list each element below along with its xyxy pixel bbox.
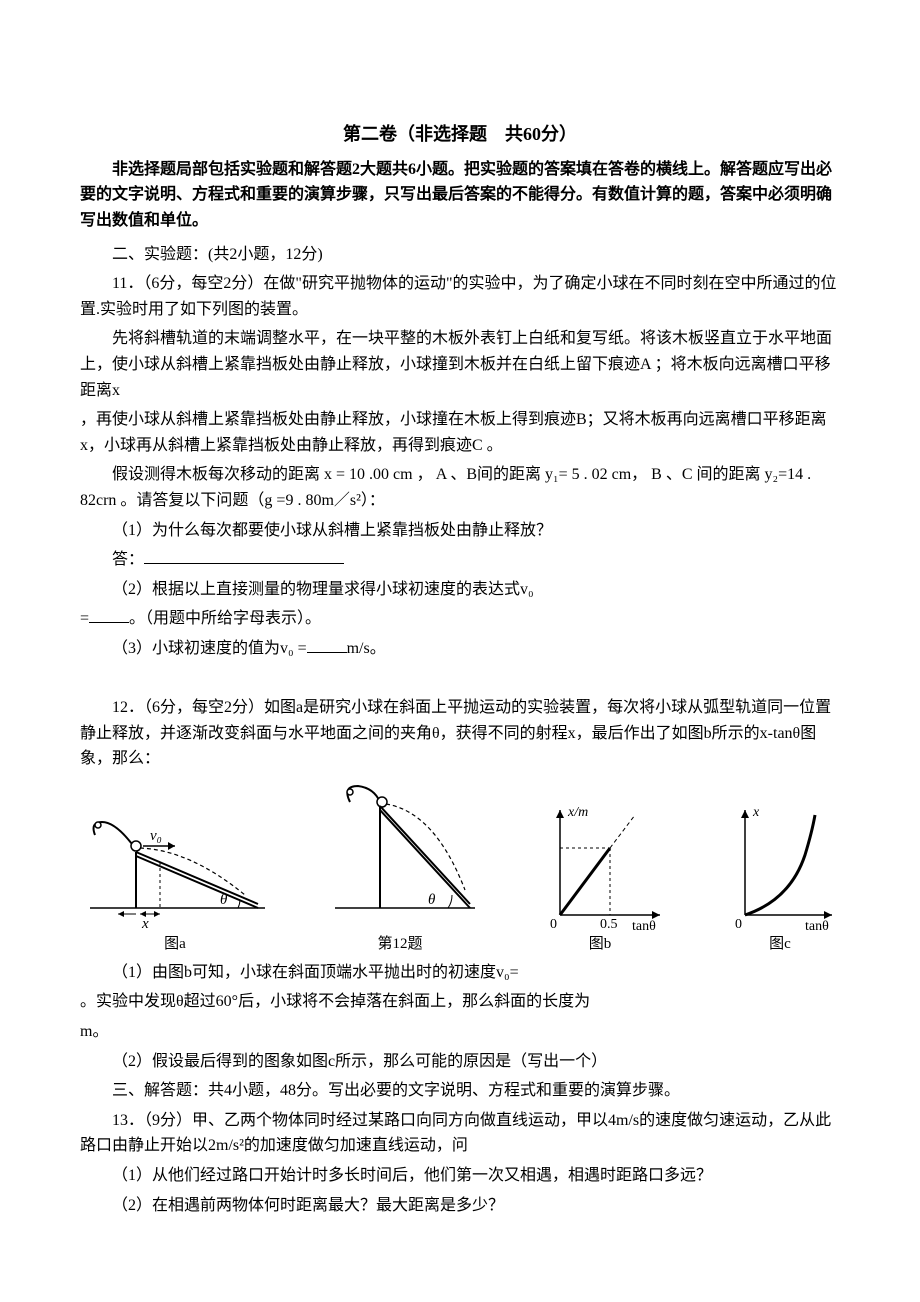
q12-q1a: （1）由图b可知，小球在斜面顶端水平抛出时的初速度v₀= xyxy=(112,964,519,981)
blank-fill[interactable] xyxy=(144,547,344,564)
experiment-heading: 二、实验题：(共2小题，12分) xyxy=(80,242,840,268)
caption-b: 图b xyxy=(589,932,612,956)
blank-fill[interactable] xyxy=(89,606,129,623)
q11-q1: （1）为什么每次都要使小球从斜槽上紧靠挡板处由静止释放？ xyxy=(80,518,840,544)
solve-heading: 三、解答题：共4小题，48分。写出必要的文字说明、方程式和重要的演算步骤。 xyxy=(80,1078,840,1104)
q11-q2b: 。（用题中所给字母表示）。 xyxy=(129,610,321,627)
x-label: x xyxy=(141,916,149,930)
caption-a: 图a xyxy=(164,932,186,956)
q11-p1: 11．（6分，每空2分）在做"研究平抛物体的运动"的实验中，为了确定小球在不同时… xyxy=(80,271,840,322)
q12-q1-line3: m。 xyxy=(80,1019,840,1045)
q12-q1c: m。 xyxy=(80,1023,108,1040)
q12-q1: （1）由图b可知，小球在斜面顶端水平抛出时的初速度v₀= xyxy=(80,960,840,986)
caption-c: 图c xyxy=(769,932,791,956)
b-yaxis: x/m xyxy=(567,805,588,820)
blank-fill[interactable] xyxy=(307,636,347,653)
q11-p3: ，再使小球从斜槽上紧靠挡板处由静止释放，小球撞在木板上得到痕迹B；又将木板再向远… xyxy=(80,407,840,458)
instructions: 非选择题局部包括实验题和解答题2大题共6小题。把实验题的答案填在答卷的横线上。解… xyxy=(80,157,840,234)
q13-p1: 13．（9分）甲、乙两个物体同时经过某路口向同方向做直线运动，甲以4m/s的速度… xyxy=(80,1108,840,1159)
diagram-a2: θ 第12题 xyxy=(320,780,480,956)
q11-answer-line: 答： xyxy=(80,547,840,573)
v0-label: v₀ xyxy=(150,828,162,844)
c-xaxis: tanθ xyxy=(805,919,829,930)
q11-q2a: （2）根据以上直接测量的物理量求得小球初速度的表达式v₀ xyxy=(80,577,840,603)
theta-a2: θ xyxy=(428,892,436,908)
q12-q1b: 。实验中发现θ超过60°后，小球将不会掉落在斜面上，那么斜面的长度为 xyxy=(80,993,590,1010)
q12-q1-line2: 。实验中发现θ超过60°后，小球将不会掉落在斜面上，那么斜面的长度为 xyxy=(80,989,840,1015)
q11-p2: 先将斜槽轨道的末端调整水平，在一块平整的木板外表钉上白纸和复写纸。将该木板竖直立… xyxy=(80,326,840,403)
q11-q3b: m/s。 xyxy=(347,640,386,657)
caption-a2: 第12题 xyxy=(377,932,422,956)
b-origin: 0 xyxy=(550,917,557,930)
b-tick: 0.5 xyxy=(600,917,618,930)
q12-p1: 12．（6分，每空2分）如图a是研究小球在斜面上平抛运动的实验装置，每次将小球从… xyxy=(80,695,840,772)
q11-q3: （3）小球初速度的值为v₀ = m/s。 xyxy=(80,636,840,662)
q11-q3a: （3）小球初速度的值为v₀ = xyxy=(112,640,307,657)
diagram-row: v₀ x θ 图a xyxy=(80,780,840,956)
c-origin: 0 xyxy=(735,917,742,930)
q11-p4: 假设测得木板每次移动的距离 x = 10 .00 cm ， A 、B间的距离 y… xyxy=(80,462,840,513)
b-xaxis: tanθ xyxy=(632,919,656,930)
q11-q2b-line: =。（用题中所给字母表示）。 xyxy=(80,606,840,632)
q12-q2: （2）假设最后得到的图象如图c所示，那么可能的原因是（写出一个） xyxy=(80,1049,840,1075)
q13-q1: （1）从他们经过路口开始计时多长时间后，他们第一次又相遇，相遇时距路口多远？ xyxy=(80,1163,840,1189)
diagram-c: x tanθ 0 图c xyxy=(720,800,840,956)
c-yaxis: x xyxy=(752,805,760,820)
q13-q2: （2）在相遇前两物体何时距离最大？最大距离是多少？ xyxy=(80,1193,840,1219)
theta-a: θ xyxy=(220,892,228,908)
answer-label: 答： xyxy=(112,551,144,568)
diagram-a: v₀ x θ 图a xyxy=(80,810,270,956)
diagram-b: x/m tanθ 0 0.5 图b xyxy=(530,800,670,956)
section-title: 第二卷（非选择题 共60分） xyxy=(80,120,840,149)
